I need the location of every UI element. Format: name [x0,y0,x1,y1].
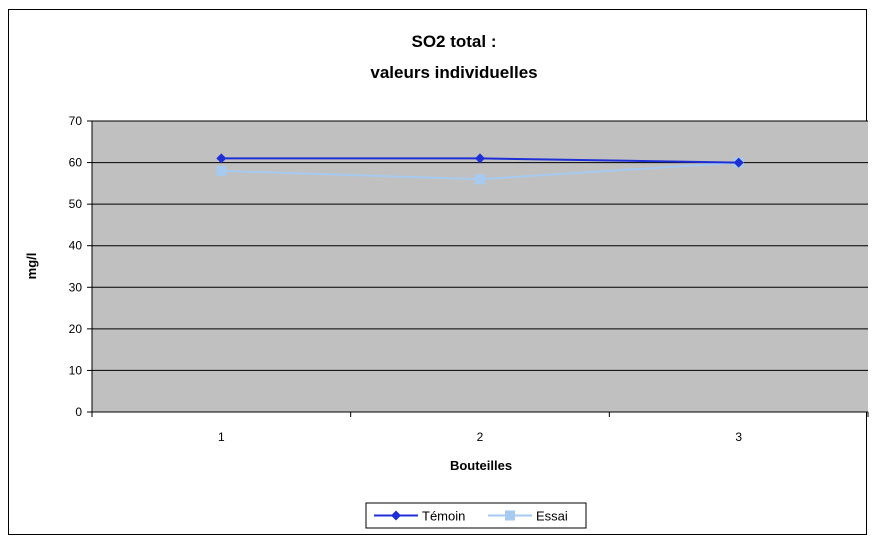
x-tick-label-2: 2 [477,430,484,444]
y-tick-label-50: 50 [69,197,83,211]
legend: Témoin Essai [365,502,587,529]
x-tick-label-3: 3 [735,430,742,444]
series-layer [216,153,744,185]
series-0-point-3 [733,157,744,168]
x-tick-label-1: 1 [218,430,225,444]
y-tick-label-20: 20 [69,322,83,336]
y-tick-label-70: 70 [69,114,83,128]
series-1-point-2 [475,174,485,185]
chart-title-line-2: valeurs individuelles [370,63,537,82]
legend-label-1: Essai [536,509,568,524]
series-0-point-2 [475,153,485,164]
plot-area [92,121,868,412]
axes-layer: 0 10 20 30 40 50 60 70 1 2 3 [69,114,869,444]
series-0-point-1 [216,153,227,164]
y-tick-label-40: 40 [69,239,83,253]
x-axis-title: Bouteilles [450,458,512,473]
y-tick-label-0: 0 [75,405,82,419]
y-tick-label-30: 30 [69,280,83,294]
y-axis-title: mg/l [24,253,39,280]
legend-label-0: Témoin [422,509,465,524]
series-1-point-1 [216,165,227,176]
y-tick-label-60: 60 [69,156,83,170]
legend-swatch-marker-0 [391,510,401,521]
chart-title-line-1: SO2 total : [411,32,496,51]
legend-swatch-marker-1 [505,510,515,521]
y-tick-label-10: 10 [69,363,83,377]
